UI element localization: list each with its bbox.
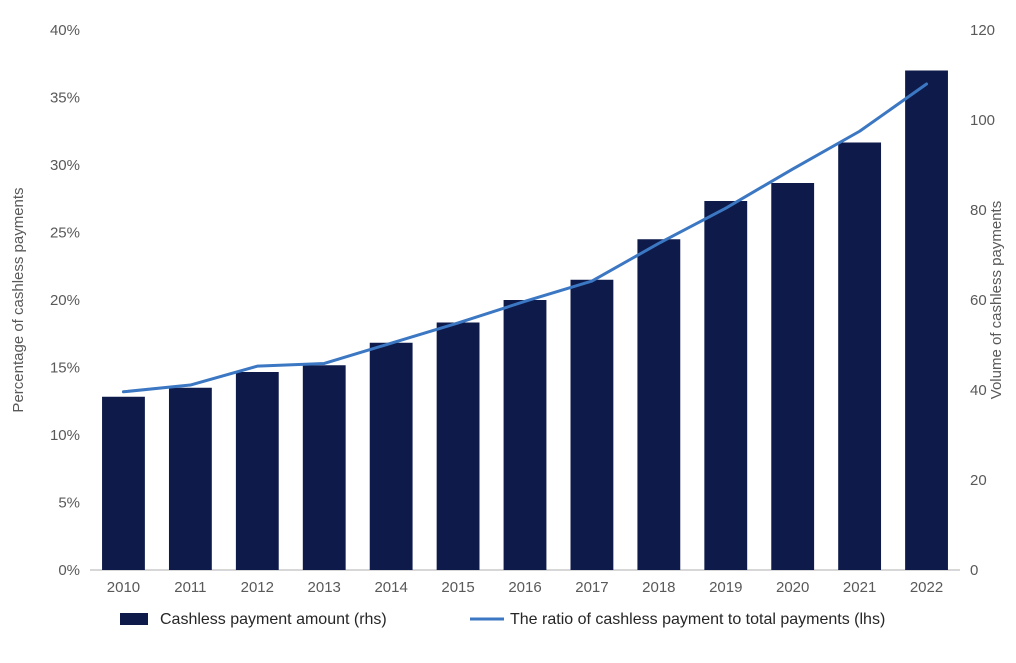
x-axis-tick-label: 2017: [575, 579, 608, 596]
right-axis-tick-label: 120: [970, 22, 995, 39]
bar: [771, 183, 814, 570]
bar: [704, 201, 747, 570]
bar: [102, 397, 145, 570]
x-axis-tick-label: 2020: [776, 579, 809, 596]
bar: [571, 280, 614, 570]
left-axis-tick-label: 30%: [50, 157, 80, 174]
x-axis-tick-label: 2021: [843, 579, 876, 596]
right-axis-tick-label: 100: [970, 112, 995, 129]
left-axis-title: Percentage of cashless payments: [10, 187, 27, 412]
left-axis-tick-label: 0%: [58, 562, 80, 579]
left-axis-tick-label: 15%: [50, 360, 80, 377]
right-axis-title: Volume of cashless payments: [988, 201, 1005, 399]
x-axis-tick-label: 2012: [241, 579, 274, 596]
left-axis-tick-label: 20%: [50, 292, 80, 309]
bar: [504, 300, 547, 570]
x-axis-tick-label: 2010: [107, 579, 140, 596]
bar: [838, 143, 881, 571]
x-axis-tick-label: 2015: [441, 579, 474, 596]
cashless-payments-chart: 0% 5% 10% 15% 20% 25% 30% 35% 40% 0 20 40 60 80 100 120…: [0, 0, 1016, 663]
x-axis-tick-label: 2013: [308, 579, 341, 596]
x-axis-tick-label: 2014: [374, 579, 407, 596]
chart-svg: 0% 5% 10% 15% 20% 25% 30% 35% 40% 0 20 40 60 80 100 120…: [0, 0, 1016, 663]
legend-label: The ratio of cashless payment to total p…: [510, 611, 885, 628]
left-axis-tick-label: 35%: [50, 90, 80, 107]
left-axis-tick-label: 5%: [58, 495, 80, 512]
bar: [637, 239, 680, 570]
left-axis-tick-label: 40%: [50, 22, 80, 39]
left-axis-tick-label: 10%: [50, 427, 80, 444]
x-axis-tick-label: 2019: [709, 579, 742, 596]
right-axis-tick-label: 0: [970, 562, 978, 579]
x-axis-tick-label: 2011: [174, 579, 206, 596]
x-axis-tick-label: 2018: [642, 579, 675, 596]
legend-label: Cashless payment amount (rhs): [160, 611, 387, 628]
right-axis-tick-label: 20: [970, 472, 987, 489]
right-axis-tick-label: 60: [970, 292, 987, 309]
bar: [437, 323, 480, 571]
x-axis-tick-label: 2022: [910, 579, 943, 596]
left-axis-tick-label: 25%: [50, 225, 80, 242]
bar: [303, 365, 346, 570]
bar: [905, 71, 948, 571]
bar: [169, 388, 212, 570]
bar: [370, 343, 413, 570]
bar: [236, 372, 279, 570]
x-axis-tick-label: 2016: [508, 579, 541, 596]
right-axis-tick-label: 40: [970, 382, 987, 399]
right-axis-tick-label: 80: [970, 202, 987, 219]
legend-swatch-bar: [120, 613, 148, 625]
